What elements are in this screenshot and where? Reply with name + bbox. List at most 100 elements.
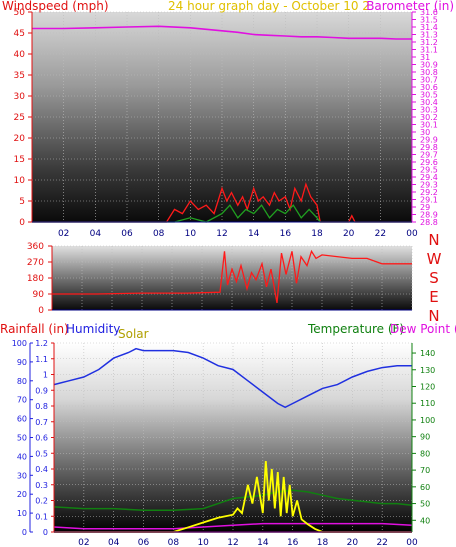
panel1-x-tick-label: 22 <box>375 229 386 239</box>
panel1-right-tick-label: 29.9 <box>420 136 438 145</box>
panel3-rain-tick-label: 0.9 <box>35 386 48 395</box>
solar-line <box>54 461 412 533</box>
panel1-x-tick-label: 14 <box>248 229 260 239</box>
wind-direction-line <box>52 249 412 304</box>
solar-title: Solar <box>118 327 149 341</box>
panel3-humidity-tick-label: 70 <box>17 396 27 405</box>
panel1-right-tick-label: 29.2 <box>420 188 438 197</box>
panel3-x-tick-label: 14 <box>257 538 269 547</box>
panel3-rain-tick-label: 1 <box>43 371 48 380</box>
panel1-x-tick-label: 10 <box>185 229 197 239</box>
panel3-rain-tick-label: 0.6 <box>35 434 48 443</box>
panel1-axes: 02 04 06 08 10 12 14 16 18 20 22 000510152025303540… <box>14 8 438 239</box>
panel2-left-tick-label: 180 <box>27 274 44 284</box>
panel2-left-tick-label: 90 <box>33 290 45 300</box>
panel3-x-tick-label: 00 <box>406 538 418 547</box>
panel1-right-tick-label: 29.5 <box>420 166 438 175</box>
panel3-rain-tick-label: 0.8 <box>35 402 48 411</box>
panel1-right-tick-label: 30.6 <box>420 83 438 92</box>
panel3-rain-tick-label: 0.3 <box>35 481 48 490</box>
panel1-right-tick-label: 30.3 <box>420 106 438 115</box>
panel3-x-tick-label: 12 <box>227 538 238 547</box>
panel3-humidity-tick-label: 30 <box>17 471 27 480</box>
panel1-left-tick-label: 40 <box>14 50 26 60</box>
panel1-right-tick-label: 30.7 <box>420 76 438 85</box>
panel1-x-tick-label: 12 <box>216 229 227 239</box>
panel3-x-tick-label: 16 <box>287 538 299 547</box>
panel3-x-tick-label: 04 <box>108 538 120 547</box>
wind-barometer-chart: 02 04 06 08 10 12 14 16 18 20 22 000510152025303540… <box>2 0 454 239</box>
panel3-x-tick-label: 22 <box>376 538 387 547</box>
panel3-temp-tick-label: 90 <box>420 433 430 442</box>
panel3-plot-area <box>54 343 412 532</box>
panel3-x-tick-label: 18 <box>317 538 329 547</box>
panel1-left-tick-label: 30 <box>14 92 26 102</box>
panel1-right-tick-label: 29.4 <box>420 173 438 182</box>
temperature-title: Temperature (F) <box>307 322 404 336</box>
panel3-humidity-tick-label: 10 <box>17 509 27 518</box>
panel1-x-tick-label: 20 <box>343 229 355 239</box>
panel1-x-tick-label: 06 <box>121 229 133 239</box>
panel2-left-tick-label: 0 <box>38 306 44 316</box>
dewpoint-title: Dew Point ( <box>390 322 456 336</box>
panel3-temp-tick-label: 70 <box>420 466 430 475</box>
panel1-left-tick-label: 10 <box>14 176 26 186</box>
panel3-humidity-tick-label: 40 <box>17 452 27 461</box>
panel3-humidity-tick-label: 100 <box>12 339 27 348</box>
panel3-temp-tick-label: 60 <box>420 483 430 492</box>
panel3-rain-tick-label: 0.7 <box>35 418 48 427</box>
panel3-axes: 02 04 06 08 10 12 14 16 18 20 22 0000.10.20.30.40.5… <box>12 339 436 547</box>
panel1-right-tick-label: 30.2 <box>420 113 438 122</box>
panel3-rain-tick-label: 1.1 <box>35 355 48 364</box>
panel1-right-tick-label: 29.3 <box>420 181 438 190</box>
panel1-left-tick-label: 50 <box>14 8 26 18</box>
panel3-x-tick-label: 02 <box>78 538 89 547</box>
panel1-x-tick-label: 02 <box>58 229 69 239</box>
panel2-compass-label: E <box>429 288 438 306</box>
panel1-left-tick-label: 0 <box>19 218 25 228</box>
panel1-left-tick-label: 15 <box>14 155 25 165</box>
panel3-x-tick-label: 08 <box>168 538 180 547</box>
panel2-compass-label: N <box>428 231 439 249</box>
panel2-compass-label: N <box>428 307 439 325</box>
panel3-rain-tick-label: 0.1 <box>35 512 48 521</box>
panel3-rain-tick-label: 0.4 <box>35 465 48 474</box>
humidity-line <box>53 347 412 409</box>
panel3-temp-tick-label: 100 <box>420 416 435 425</box>
panel2-series <box>52 249 412 304</box>
panel1-x-tick-label: 16 <box>280 229 292 239</box>
panel3-humidity-tick-label: 90 <box>17 358 27 367</box>
panel3-temp-tick-label: 110 <box>420 399 435 408</box>
panel3-temp-tick-label: 130 <box>420 366 435 375</box>
panel3-humidity-tick-label: 80 <box>17 377 27 386</box>
panel1-right-tick-label: 29.1 <box>420 196 438 205</box>
panel1-left-tick-label: 35 <box>14 71 25 81</box>
rain-humidity-temp-chart: 02 04 06 08 10 12 14 16 18 20 22 0000.10.20.30.40.5… <box>0 322 456 547</box>
panel1-right-tick-label: 29.8 <box>420 143 438 152</box>
panel1-right-tick-label: 31.1 <box>420 46 438 55</box>
panel1-x-tick-label: 18 <box>311 229 323 239</box>
panel1-right-tick-label: 30.1 <box>420 121 438 130</box>
panel1-right-tick-label: 30.8 <box>420 68 438 77</box>
panel1-left-tick-label: 20 <box>14 134 26 144</box>
panel3-humidity-tick-label: 0 <box>22 528 27 537</box>
panel3-x-tick-label: 10 <box>197 538 209 547</box>
rainfall-title: Rainfall (in) <box>0 322 69 336</box>
barometer-line <box>32 25 412 40</box>
panel1-right-tick-label: 29.6 <box>420 158 438 167</box>
panel1-right-tick-label: 31.2 <box>420 38 438 47</box>
panel3-humidity-tick-label: 20 <box>17 490 27 499</box>
panel2-compass-label: W <box>427 250 442 268</box>
panel2-left-tick-label: 360 <box>27 242 44 252</box>
panel3-temp-tick-label: 140 <box>420 349 435 358</box>
panel3-x-tick-label: 20 <box>347 538 359 547</box>
graph-date-title: 24 hour graph day - October 10 2 <box>168 0 370 13</box>
panel3-x-tick-label: 06 <box>138 538 150 547</box>
barometer-title: Barometer (in) <box>366 0 454 13</box>
windspeed-title: Windspeed (mph) <box>2 0 109 13</box>
panel3-rain-tick-label: 0 <box>43 528 48 537</box>
panel1-right-tick-label: 28.8 <box>420 218 438 227</box>
